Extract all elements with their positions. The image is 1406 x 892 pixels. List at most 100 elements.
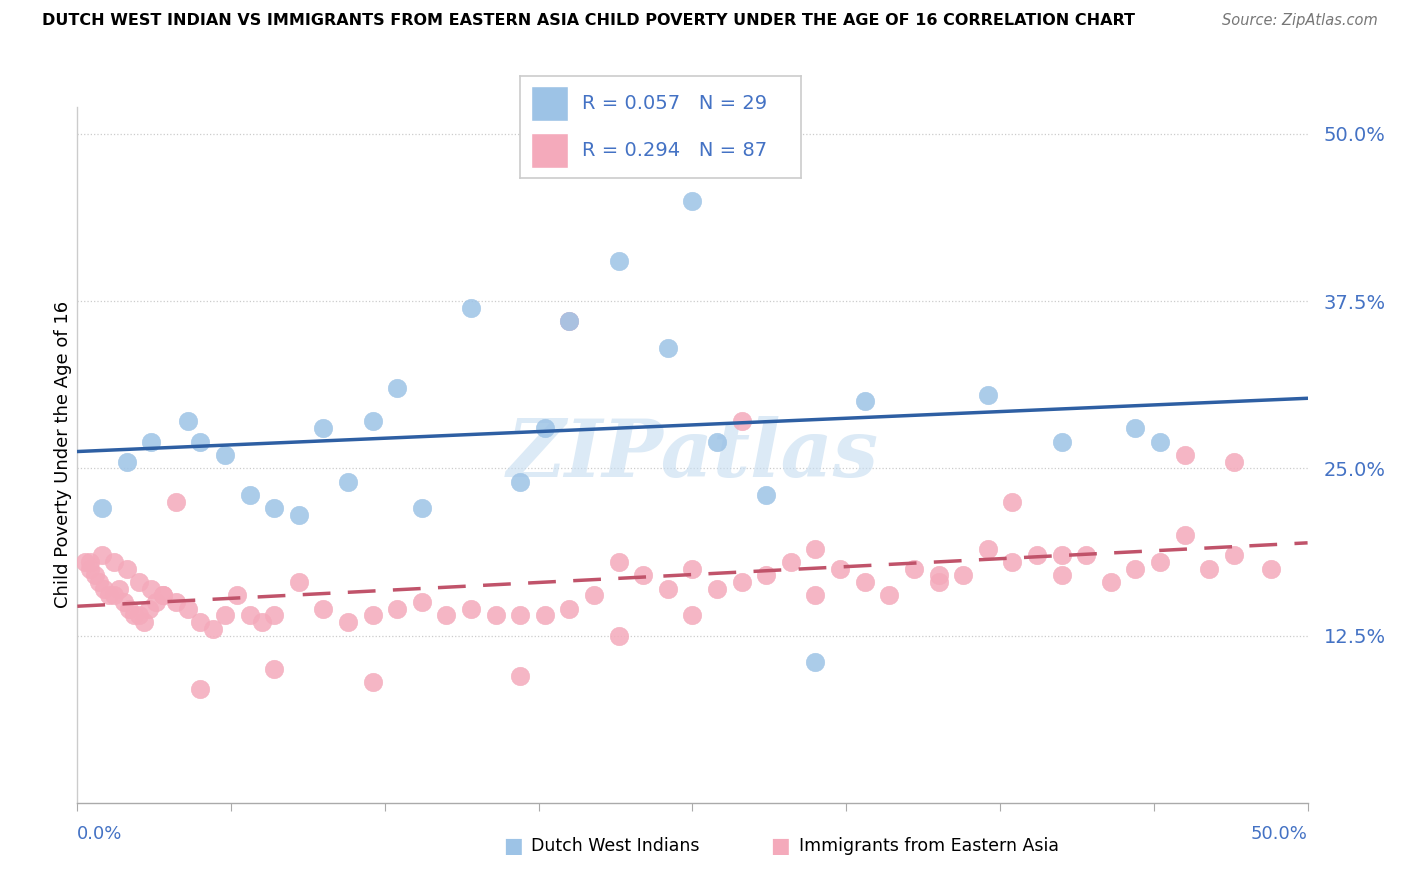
Point bbox=[93, 582, 115, 596]
Point bbox=[607, 628, 630, 642]
Point bbox=[337, 475, 360, 489]
Point bbox=[485, 608, 508, 623]
Text: Source: ZipAtlas.com: Source: ZipAtlas.com bbox=[1222, 13, 1378, 29]
Point bbox=[1076, 548, 1098, 563]
Point bbox=[460, 601, 482, 615]
Y-axis label: Child Poverty Under the Age of 16: Child Poverty Under the Age of 16 bbox=[55, 301, 73, 608]
Point bbox=[152, 589, 174, 603]
Point bbox=[928, 574, 950, 589]
Point bbox=[903, 562, 925, 576]
Text: 50.0%: 50.0% bbox=[1251, 825, 1308, 843]
Point bbox=[250, 615, 273, 630]
Point bbox=[583, 589, 606, 603]
Point bbox=[201, 622, 224, 636]
Point bbox=[226, 589, 249, 603]
Point bbox=[1125, 421, 1147, 435]
Point bbox=[436, 608, 458, 623]
Point bbox=[607, 253, 630, 268]
Point bbox=[312, 601, 335, 615]
Point bbox=[138, 601, 160, 615]
Point bbox=[89, 574, 111, 589]
Point bbox=[361, 608, 384, 623]
FancyBboxPatch shape bbox=[531, 133, 568, 168]
Point bbox=[288, 508, 311, 523]
Point bbox=[755, 488, 778, 502]
Point bbox=[141, 434, 163, 449]
Point bbox=[460, 301, 482, 315]
Point bbox=[977, 541, 1000, 556]
Point bbox=[112, 595, 135, 609]
Point bbox=[804, 655, 827, 669]
Point bbox=[682, 608, 704, 623]
Point bbox=[122, 608, 145, 623]
Point bbox=[830, 562, 852, 576]
Point bbox=[804, 541, 827, 556]
Point bbox=[90, 548, 114, 563]
FancyBboxPatch shape bbox=[531, 87, 568, 121]
Text: Immigrants from Eastern Asia: Immigrants from Eastern Asia bbox=[799, 837, 1059, 855]
Point bbox=[141, 582, 163, 596]
Point bbox=[411, 595, 433, 609]
Point bbox=[657, 582, 679, 596]
Point bbox=[1174, 448, 1197, 462]
Point bbox=[780, 555, 803, 569]
Point bbox=[361, 414, 384, 428]
Point bbox=[118, 601, 141, 615]
Point bbox=[152, 589, 174, 603]
Point bbox=[1001, 555, 1024, 569]
Point bbox=[1149, 555, 1171, 569]
Text: R = 0.294   N = 87: R = 0.294 N = 87 bbox=[582, 141, 768, 161]
Point bbox=[263, 608, 285, 623]
Text: ZIPatlas: ZIPatlas bbox=[506, 417, 879, 493]
Point bbox=[804, 589, 827, 603]
Text: ■: ■ bbox=[503, 836, 523, 855]
Point bbox=[188, 681, 212, 696]
Point bbox=[239, 608, 262, 623]
Point bbox=[132, 615, 155, 630]
Point bbox=[361, 675, 384, 690]
Point bbox=[706, 434, 728, 449]
Point bbox=[177, 414, 200, 428]
Point bbox=[1125, 562, 1147, 576]
Point bbox=[1050, 434, 1073, 449]
Point bbox=[90, 501, 114, 516]
Point bbox=[706, 582, 728, 596]
Point bbox=[657, 341, 679, 355]
Point bbox=[385, 381, 409, 395]
Point bbox=[337, 615, 360, 630]
Point bbox=[177, 601, 200, 615]
Point bbox=[755, 568, 778, 582]
Text: R = 0.057   N = 29: R = 0.057 N = 29 bbox=[582, 94, 768, 113]
Point bbox=[1174, 528, 1197, 542]
Point bbox=[103, 555, 125, 569]
Point bbox=[263, 501, 285, 516]
Point bbox=[509, 608, 531, 623]
Point bbox=[853, 574, 876, 589]
Point bbox=[73, 555, 96, 569]
Point bbox=[509, 669, 531, 683]
Point bbox=[115, 455, 138, 469]
Point bbox=[731, 414, 754, 428]
Point bbox=[214, 448, 236, 462]
Point bbox=[558, 314, 581, 328]
Point bbox=[188, 434, 212, 449]
Point bbox=[534, 421, 557, 435]
Point bbox=[103, 589, 125, 603]
Text: DUTCH WEST INDIAN VS IMMIGRANTS FROM EASTERN ASIA CHILD POVERTY UNDER THE AGE OF: DUTCH WEST INDIAN VS IMMIGRANTS FROM EAS… bbox=[42, 13, 1135, 29]
Point bbox=[188, 615, 212, 630]
Point bbox=[1223, 548, 1246, 563]
Point bbox=[682, 562, 704, 576]
Point bbox=[385, 601, 409, 615]
Point bbox=[633, 568, 655, 582]
Point bbox=[977, 387, 1000, 401]
Point bbox=[1001, 494, 1024, 508]
Point bbox=[731, 574, 754, 589]
Point bbox=[1026, 548, 1049, 563]
Point bbox=[79, 562, 101, 576]
Point bbox=[928, 568, 950, 582]
Text: ■: ■ bbox=[770, 836, 790, 855]
Point bbox=[534, 608, 557, 623]
Point bbox=[411, 501, 433, 516]
Point bbox=[115, 562, 138, 576]
Point bbox=[558, 314, 581, 328]
